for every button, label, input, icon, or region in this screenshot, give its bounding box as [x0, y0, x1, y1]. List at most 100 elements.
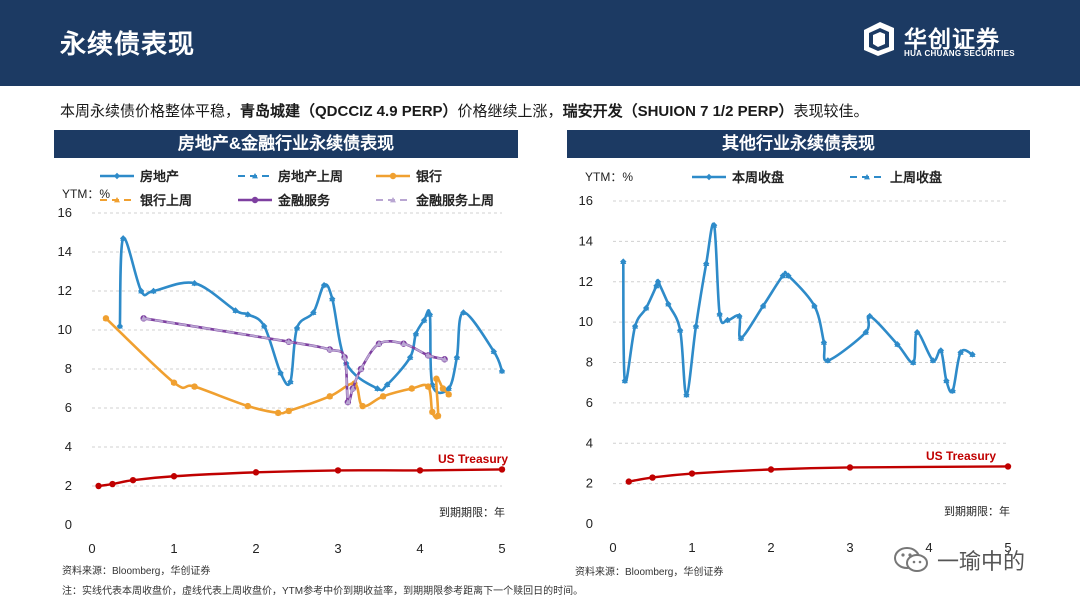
chart2-y-tick-label: 8: [586, 355, 593, 370]
chart2-data-point-2: [937, 347, 944, 353]
chart1-data-point-4: [439, 385, 446, 391]
chart1-data-point-4: [425, 383, 432, 389]
chart1-series-line-7: [97, 468, 504, 488]
chart1-legend-marker-5: [251, 196, 259, 204]
chart2-data-point-2: [779, 272, 786, 279]
chart2-data-point-2: [665, 300, 672, 307]
chart1-data-point-2: [445, 385, 452, 391]
chart1-y-tick-label: 16: [58, 205, 72, 220]
right-source: 资料来源：Bloomberg，华创证券: [575, 567, 724, 578]
chart1-y-tick-label: 10: [58, 322, 72, 337]
chart1-data-point-2: [407, 354, 414, 360]
chart2-data-point-2: [724, 317, 731, 323]
chart1-data-point-4: [285, 407, 292, 414]
chart1-data-point-2: [232, 307, 239, 313]
chart1-data-point-4: [102, 315, 109, 321]
chart2-x-tick-label: 0: [609, 540, 616, 555]
chart2-data-point-2: [643, 304, 650, 311]
chart2-series-line-3: [627, 465, 1010, 483]
left-panel-title: 房地产&金融行业永续债表现: [54, 130, 518, 158]
chart2-data-point-2: [969, 351, 976, 357]
chart2-y-tick-label: 16: [579, 193, 593, 208]
chart1-y-tick-label: 4: [65, 439, 72, 454]
company-logo: 华创证券 HUA CHUANG SECURITIES: [860, 20, 1020, 68]
chart1-data-point-7: [129, 476, 137, 484]
summary-part-3: 表现较佳。: [793, 103, 869, 120]
chart1-x-axis-label: 到期期限：年: [439, 505, 505, 519]
chart1-legend-label-3: 银行: [416, 169, 442, 184]
chart2-data-point-3: [649, 474, 656, 481]
chart1-data-point-7: [252, 469, 260, 476]
chart1-data-point-4: [275, 409, 282, 416]
chart2-data-point-2: [820, 339, 827, 345]
chart2-data-point-2: [655, 278, 662, 285]
chart1-x-tick-label: 0: [88, 541, 95, 556]
chart1-data-point-4: [326, 393, 333, 399]
wechat-watermark: 一瑜中的: [893, 542, 1053, 578]
watermark-text: 一瑜中的: [937, 549, 1026, 574]
chart2-data-point-2: [632, 323, 639, 329]
page-title: 永续债表现: [60, 29, 196, 59]
chart1-legend-label-4: 银行上周: [140, 193, 192, 208]
chart2-data-point-3: [1004, 463, 1012, 470]
chart1-y-axis-label: YTM：%: [62, 187, 110, 201]
chart2-data-point-2: [862, 329, 869, 335]
chart1-data-point-4: [445, 391, 452, 397]
summary-part-2: 价格继续上涨，: [457, 103, 563, 120]
chart2-x-axis-label: 到期期限：年: [944, 504, 1010, 518]
summary-part-1: 本周永续债价格整体平稳，: [60, 103, 241, 120]
chart2-data-point-3: [767, 466, 775, 473]
chart1-data-point-2: [499, 367, 505, 374]
chart1-data-point-7: [95, 482, 102, 490]
chart1-data-point-6: [326, 346, 333, 352]
chart2-data-point-2: [894, 341, 901, 347]
chart1-data-point-4: [433, 375, 440, 382]
chart1-data-point-2: [287, 378, 294, 385]
chart1-data-point-4: [244, 403, 251, 409]
chart2-data-point-2: [683, 391, 690, 398]
chart2-data-point-2: [957, 349, 964, 355]
chart2-series-line-1: [621, 222, 974, 397]
chart1-data-point-6: [344, 399, 351, 405]
chart2-treasury-label: US Treasury: [926, 449, 996, 463]
logo-cube-icon: [864, 22, 894, 56]
chart1-data-point-6: [285, 338, 292, 345]
right-panel-title: 其他行业永续债表现: [567, 130, 1030, 158]
chart2-data-point-2: [737, 335, 744, 341]
chart1-y-tick-label: 14: [58, 244, 72, 259]
chart2-data-point-2: [949, 387, 956, 394]
chart1-data-point-7: [109, 480, 116, 488]
chart1-legend-label-2: 房地产上周: [278, 169, 343, 184]
chart1-data-point-2: [191, 280, 198, 286]
chart1-data-point-6: [441, 356, 448, 362]
chart2-data-point-2: [929, 357, 936, 363]
footnote: 注：实线代表本周收盘价，虚线代表上周收盘价，YTM参考中价到期收益率，到期期限参…: [62, 586, 584, 597]
logo-name: 华创证券: [904, 26, 1000, 52]
chart2-data-point-3: [688, 470, 696, 477]
chart2-data-point-2: [736, 313, 743, 319]
chart1-data-point-7: [170, 473, 178, 480]
chart2-x-tick-label: 1: [688, 540, 695, 555]
wechat-icon: [894, 547, 928, 572]
chart2-data-point-2: [653, 282, 660, 289]
summary-text: 本周永续债价格整体平稳，青岛城建（QDCCIZ 4.9 PERP）价格继续上涨，…: [60, 100, 868, 121]
chart2-y-tick-label: 6: [586, 395, 593, 410]
chart2-data-point-2: [824, 357, 831, 363]
logo-english-name: HUA CHUANG SECURITIES: [904, 49, 1015, 58]
chart2-data-point-2: [785, 272, 792, 279]
chart2-y-tick-label: 10: [579, 314, 593, 329]
chart1-x-tick-label: 5: [498, 541, 505, 556]
chart2-x-tick-label: 5: [1004, 540, 1011, 555]
chart1-data-point-6: [357, 366, 364, 372]
chart1-data-point-6: [400, 340, 407, 347]
header-bar: 永续债表现 华创证券 HUA CHUANG SECURITIES: [0, 0, 1080, 86]
chart2-data-point-2: [910, 359, 917, 365]
chart1-legend-label-1: 房地产: [140, 169, 179, 184]
chart2-y-tick-label: 2: [586, 476, 593, 491]
chart1-data-point-2: [421, 317, 428, 323]
chart1-legend-label-5: 金融服务: [277, 193, 331, 208]
chart2-legend-marker-2: [864, 174, 870, 180]
chart1-data-point-4: [408, 385, 415, 391]
chart1-data-point-2: [150, 288, 157, 294]
